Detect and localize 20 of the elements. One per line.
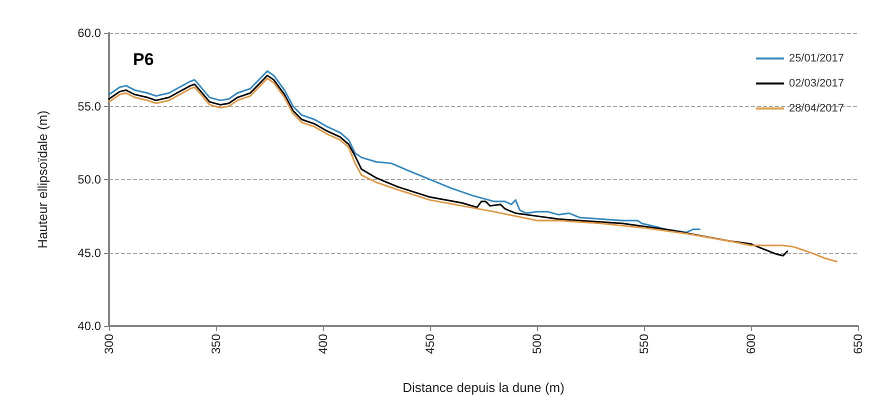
y-tick-label: 55.0 — [78, 99, 102, 114]
y-tick-label: 50.0 — [78, 172, 102, 186]
x-tick-label: 350 — [209, 334, 223, 354]
x-tick-label: 600 — [744, 334, 758, 354]
x-tick-label: 300 — [102, 334, 116, 354]
y-tick-label: 60.0 — [78, 26, 102, 40]
x-tick-label: 650 — [851, 334, 865, 354]
x-tick-label: 400 — [316, 334, 330, 354]
x-tick-label: 450 — [423, 334, 437, 354]
text: P6 — [133, 50, 154, 69]
line-series — [108, 70, 700, 234]
x-tick-label: 500 — [530, 334, 544, 354]
x-axis-title: Distance depuis la dune (m) — [402, 380, 564, 395]
legend-label: 28/04/2017 — [788, 102, 844, 114]
legend-label: 02/03/2017 — [788, 78, 844, 90]
legend-label: 25/01/2017 — [788, 52, 844, 64]
y-tick-label: 40.0 — [78, 319, 102, 333]
y-tick-label: 45.0 — [78, 246, 102, 260]
y-axis-title: Hauteur ellipsoïdale (m) — [35, 110, 50, 249]
x-tick-label: 550 — [637, 334, 651, 354]
